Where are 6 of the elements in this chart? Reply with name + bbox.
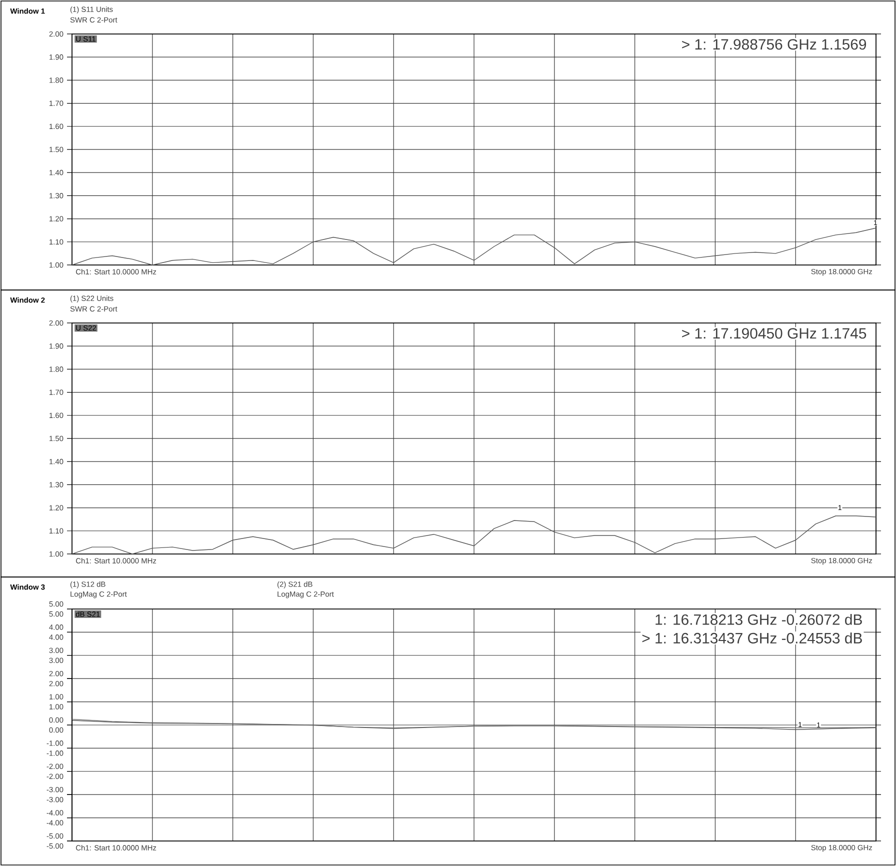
annotation: > 1: 16.313437 GHz -0.24553 dB xyxy=(642,632,862,644)
line-series xyxy=(72,516,876,554)
annotation: > 1: 17.190450 GHz 1.1745 xyxy=(682,328,866,339)
annotation: 1: 16.718213 GHz -0.26072 dB xyxy=(656,614,862,625)
line-series xyxy=(72,228,876,266)
annotation: > 1: 17.988756 GHz 1.1569 xyxy=(682,39,866,50)
